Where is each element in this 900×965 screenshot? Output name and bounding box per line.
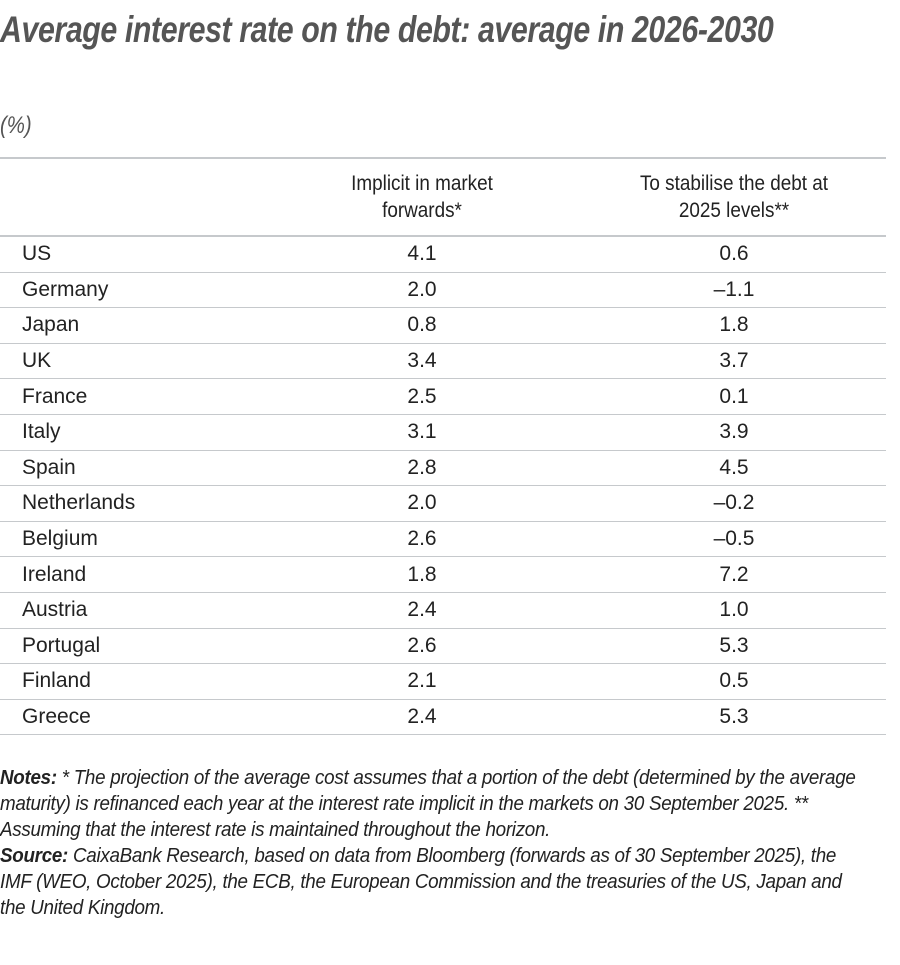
implicit-value: 0.8: [262, 307, 582, 344]
notes-label: Notes:: [0, 767, 57, 789]
table-row: Austria 2.4 1.0: [0, 592, 886, 629]
country-cell: Netherlands: [0, 485, 262, 522]
table-title: Average interest rate on the debt: avera…: [0, 9, 774, 50]
stabilise-value: 0.1: [582, 378, 886, 415]
table-row: France 2.5 0.1: [0, 378, 886, 415]
unit-label: (%): [0, 112, 32, 139]
table-row: Netherlands 2.0 –0.2: [0, 485, 886, 522]
header-country: [0, 157, 262, 237]
implicit-value: 3.4: [262, 343, 582, 380]
implicit-value: 2.4: [262, 592, 582, 629]
stabilise-value: 3.7: [582, 343, 886, 380]
interest-rate-table: Implicit in market forwards* To stabilis…: [0, 157, 886, 736]
table-row: Germany 2.0 –1.1: [0, 272, 886, 309]
table-row: US 4.1 0.6: [0, 236, 886, 273]
table-row: Greece 2.4 5.3: [0, 699, 886, 736]
stabilise-value: 5.3: [582, 699, 886, 736]
country-cell: Ireland: [0, 556, 262, 593]
notes: Notes: * The projection of the average c…: [0, 765, 870, 921]
table-row: Japan 0.8 1.8: [0, 307, 886, 344]
country-cell: Finland: [0, 663, 262, 700]
country-cell: UK: [0, 343, 262, 380]
country-cell: Italy: [0, 414, 262, 451]
country-cell: US: [0, 236, 262, 273]
stabilise-value: 7.2: [582, 556, 886, 593]
table-row: UK 3.4 3.7: [0, 343, 886, 380]
country-cell: Germany: [0, 272, 262, 309]
implicit-value: 1.8: [262, 556, 582, 593]
stabilise-value: –0.2: [582, 485, 886, 522]
implicit-value: 2.8: [262, 450, 582, 487]
stabilise-value: 0.6: [582, 236, 886, 273]
country-cell: Austria: [0, 592, 262, 629]
country-cell: Portugal: [0, 628, 262, 665]
implicit-value: 2.6: [262, 628, 582, 665]
implicit-value: 2.4: [262, 699, 582, 736]
stabilise-value: 3.9: [582, 414, 886, 451]
stabilise-value: 1.8: [582, 307, 886, 344]
stabilise-value: –0.5: [582, 521, 886, 558]
notes-text: * The projection of the average cost ass…: [0, 767, 856, 841]
implicit-value: 4.1: [262, 236, 582, 273]
stabilise-value: –1.1: [582, 272, 886, 309]
table-row: Portugal 2.6 5.3: [0, 628, 886, 665]
stabilise-value: 5.3: [582, 628, 886, 665]
header-row: Implicit in market forwards* To stabilis…: [0, 157, 886, 237]
header-implicit: Implicit in market forwards*: [262, 157, 582, 237]
implicit-value: 3.1: [262, 414, 582, 451]
source-label: Source:: [0, 845, 69, 867]
source-text: CaixaBank Research, based on data from B…: [0, 845, 842, 919]
country-cell: Belgium: [0, 521, 262, 558]
table-row: Belgium 2.6 –0.5: [0, 521, 886, 558]
stabilise-value: 0.5: [582, 663, 886, 700]
country-cell: Japan: [0, 307, 262, 344]
table-row: Italy 3.1 3.9: [0, 414, 886, 451]
implicit-value: 2.1: [262, 663, 582, 700]
country-cell: Spain: [0, 450, 262, 487]
implicit-value: 2.5: [262, 378, 582, 415]
table-row: Spain 2.8 4.5: [0, 450, 886, 487]
stabilise-value: 4.5: [582, 450, 886, 487]
implicit-value: 2.6: [262, 521, 582, 558]
implicit-value: 2.0: [262, 485, 582, 522]
table-row: Ireland 1.8 7.2: [0, 556, 886, 593]
country-cell: France: [0, 378, 262, 415]
implicit-value: 2.0: [262, 272, 582, 309]
stabilise-value: 1.0: [582, 592, 886, 629]
country-cell: Greece: [0, 699, 262, 736]
table-row: Finland 2.1 0.5: [0, 663, 886, 700]
header-stabilise: To stabilise the debt at 2025 levels**: [582, 157, 886, 237]
